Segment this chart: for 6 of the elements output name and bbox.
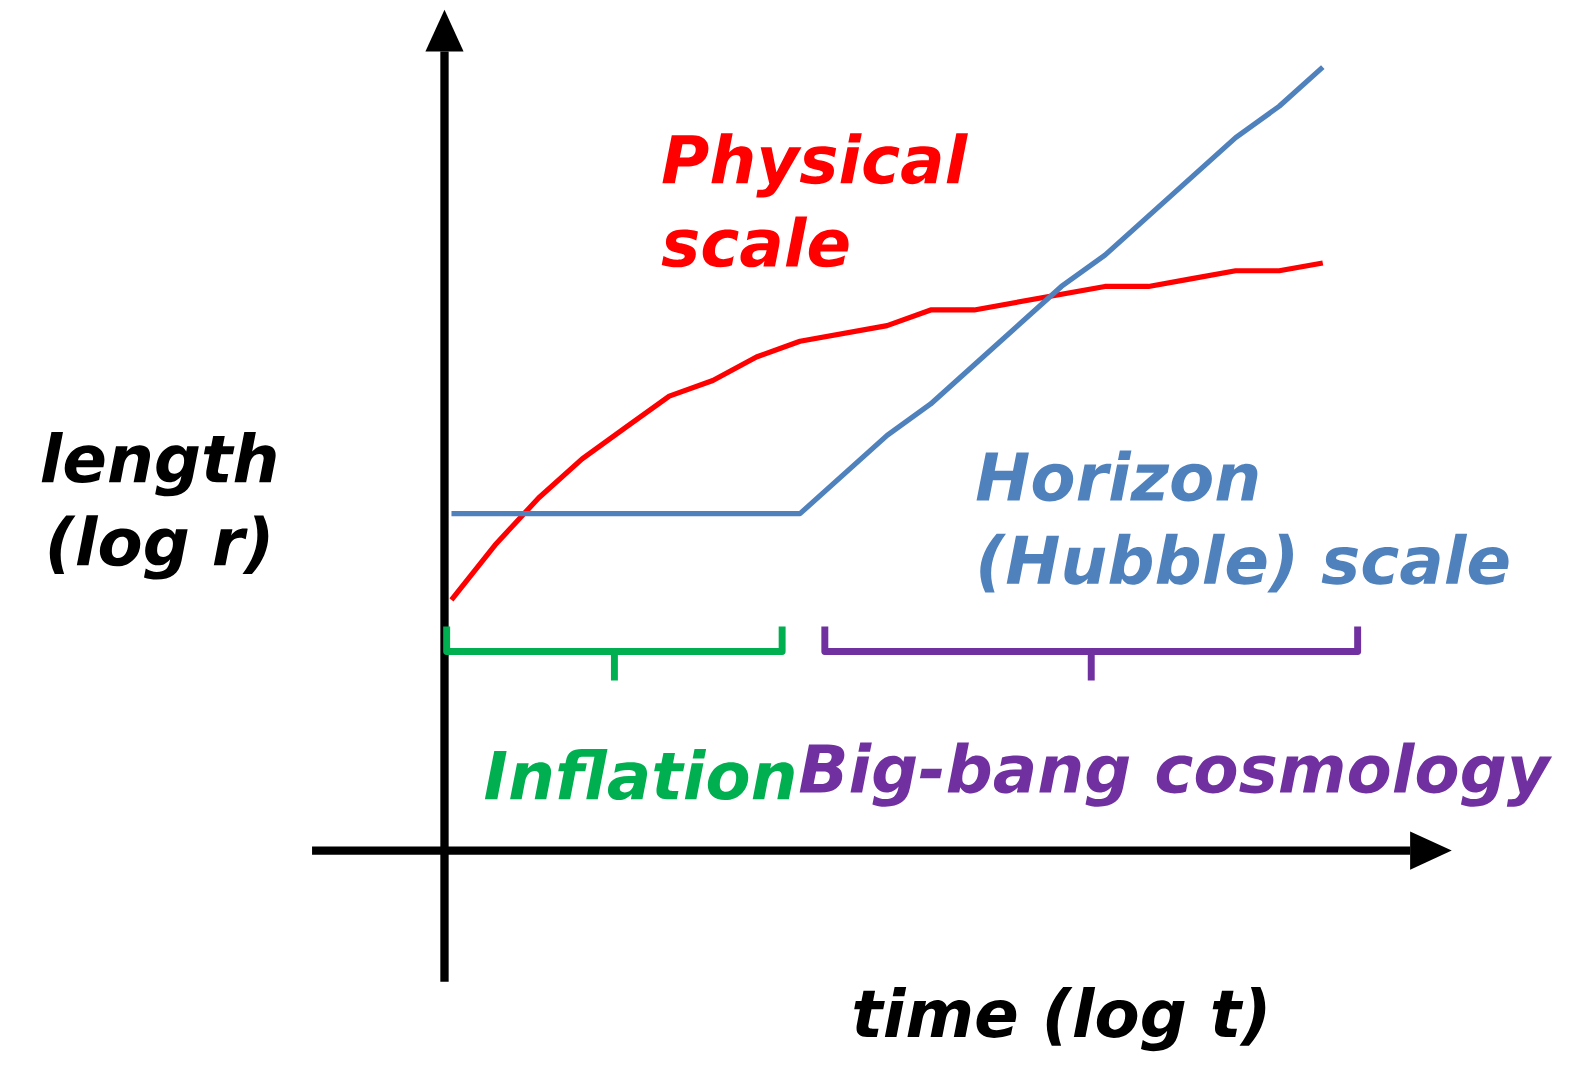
y-axis-title: length (log r) bbox=[41, 432, 276, 580]
series-label: Horizon (Hubble) scale bbox=[976, 450, 1509, 593]
series-label: Physical scale bbox=[661, 133, 968, 268]
x-axis-title: time (log t) bbox=[854, 987, 1266, 1052]
annotation: Big-bang cosmology bbox=[799, 742, 1553, 807]
annotation: Inflation bbox=[484, 749, 794, 801]
